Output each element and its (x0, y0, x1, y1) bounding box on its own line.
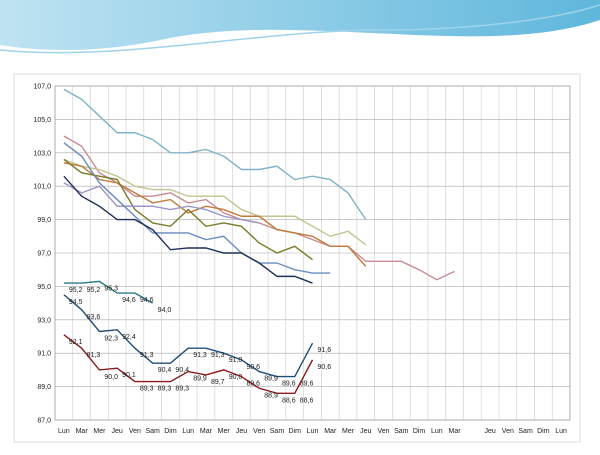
series-line (63, 162, 367, 267)
y-tick-label: 99,0 (37, 217, 51, 224)
x-tick-label: Jeu (360, 428, 371, 435)
x-tick-label: Ven (129, 428, 141, 435)
data-label: 90,6 (318, 364, 332, 371)
data-label: 88,6 (300, 397, 314, 404)
x-tick-label: Sam (518, 428, 533, 435)
data-label: 89,6 (282, 381, 296, 388)
x-tick-label: Sam (145, 428, 160, 435)
data-label: 94,6 (122, 297, 136, 304)
series-line (63, 294, 314, 378)
data-label: 88,9 (264, 392, 278, 399)
x-tick-label: Dim (289, 428, 302, 435)
data-label: 89,7 (211, 379, 225, 386)
data-label: 89,3 (140, 386, 154, 393)
data-label: 94,0 (158, 307, 172, 314)
x-tick-label: Mer (342, 428, 355, 435)
x-tick-label: Mer (218, 428, 231, 435)
x-tick-label: Dim (164, 428, 177, 435)
data-label: 95,2 (87, 287, 101, 294)
data-label: 90,1 (122, 372, 136, 379)
data-label: 95,3 (104, 285, 118, 292)
header-wave (0, 0, 600, 50)
series-line (63, 280, 154, 304)
y-tick-label: 103,0 (33, 150, 51, 157)
data-label: 89,6 (246, 381, 260, 388)
x-tick-label: Dim (413, 428, 426, 435)
x-tick-label: Sam (270, 428, 285, 435)
data-label: 90,4 (158, 367, 172, 374)
data-label: 89,6 (300, 381, 314, 388)
x-tick-label: Ven (253, 428, 265, 435)
y-tick-label: 93,0 (37, 317, 51, 324)
data-label: 90,0 (229, 374, 243, 381)
series-line (63, 158, 367, 246)
x-tick-label: Ven (377, 428, 389, 435)
x-tick-label: Jeu (484, 428, 495, 435)
x-tick-label: Mar (449, 428, 462, 435)
x-tick-label: Lun (182, 428, 194, 435)
data-label: 91,3 (140, 352, 154, 359)
x-tick-label: Mar (76, 428, 89, 435)
series-line (63, 88, 367, 220)
x-tick-label: Ven (502, 428, 514, 435)
data-label: 93,6 (87, 314, 101, 321)
x-tick-label: Mar (324, 428, 337, 435)
data-label: 91,3 (87, 352, 101, 359)
x-tick-label: Lun (555, 428, 567, 435)
series-line (63, 158, 313, 261)
header-wave-line (0, 4, 600, 54)
x-tick-label: Jeu (236, 428, 247, 435)
y-tick-label: 101,0 (33, 184, 51, 191)
data-label: 89,9 (193, 376, 207, 383)
series-line (63, 142, 331, 274)
data-label: 89,3 (158, 386, 172, 393)
data-label: 91,0 (229, 357, 243, 364)
data-label: 90,6 (246, 364, 260, 371)
x-tick-label: Lun (58, 428, 70, 435)
x-tick-label: Dim (537, 428, 550, 435)
x-tick-label: Mer (93, 428, 106, 435)
x-tick-label: Lun (307, 428, 319, 435)
data-label: 90,0 (104, 374, 118, 381)
y-tick-label: 89,0 (37, 384, 51, 391)
x-tick-label: Jeu (112, 428, 123, 435)
series-line (63, 175, 313, 284)
y-tick-label: 91,0 (37, 351, 51, 358)
x-tick-label: Sam (394, 428, 409, 435)
y-tick-label: 105,0 (33, 117, 51, 124)
y-tick-label: 107,0 (33, 84, 51, 91)
plot: 87,0 89,0 91,0 93,0 95,0 97,0 99,0 101,0 103,0 10… (33, 84, 571, 435)
data-label: 89,9 (264, 376, 278, 383)
series-line (63, 334, 314, 394)
data-label: 94,5 (69, 299, 83, 306)
data-label: 94,6 (140, 297, 154, 304)
data-label: 92,3 (104, 335, 118, 342)
data-label: 90,4 (175, 367, 189, 374)
data-label: 91,3 (193, 352, 207, 359)
data-label: 89,3 (175, 386, 189, 393)
data-label: 92,4 (122, 334, 136, 341)
y-tick-label: 97,0 (37, 251, 51, 258)
y-tick-label: 87,0 (37, 418, 51, 425)
data-label: 95,2 (69, 287, 83, 294)
y-tick-label: 95,0 (37, 284, 51, 291)
data-label: 91,3 (211, 352, 225, 359)
x-tick-label: Lun (431, 428, 443, 435)
data-label: 88,6 (282, 397, 296, 404)
data-label: 92,1 (69, 339, 83, 346)
series-line (63, 182, 260, 224)
data-label: 91,6 (318, 347, 332, 354)
x-tick-label: Mar (200, 428, 213, 435)
